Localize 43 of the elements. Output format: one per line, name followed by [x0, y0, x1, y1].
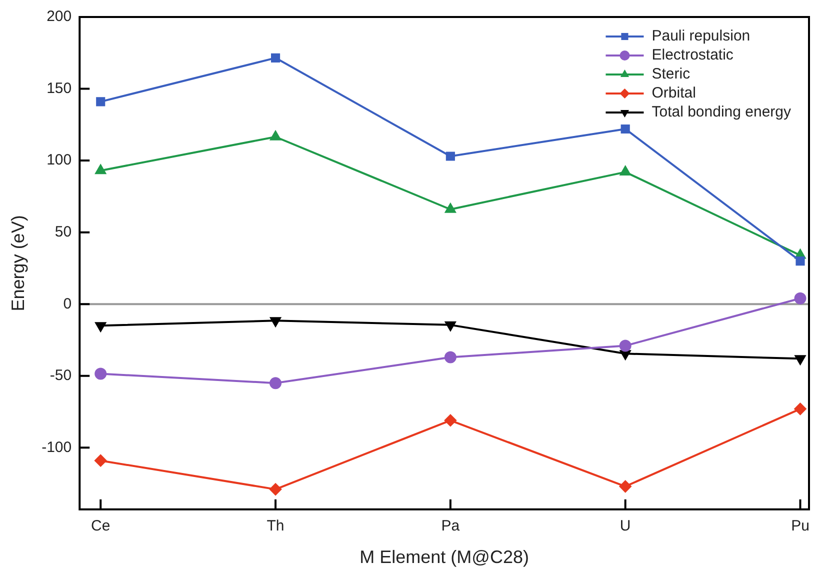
point [95, 322, 106, 332]
point [620, 350, 631, 360]
point [94, 454, 107, 467]
x-tick-label: U [620, 518, 631, 535]
y-tick-label: 200 [46, 8, 72, 26]
legend-label: Electrostatic [652, 46, 734, 64]
legend-label: Steric [652, 66, 691, 83]
y-tick-label: 50 [54, 223, 72, 240]
point [794, 402, 806, 415]
point [620, 124, 630, 134]
point [620, 166, 631, 176]
point [445, 321, 456, 331]
legend-label: Pauli repulsion [652, 28, 750, 45]
point [270, 377, 282, 390]
x-tick-label: Th [266, 518, 284, 535]
y-tick-label: 150 [46, 80, 72, 97]
point [794, 355, 806, 365]
point [619, 340, 632, 352]
point [96, 97, 106, 106]
y-axis-title: Energy (eV) [8, 215, 28, 312]
point [270, 483, 282, 496]
point [95, 164, 106, 174]
x-tick-label: Ce [91, 518, 110, 535]
point [444, 351, 456, 364]
point [796, 256, 805, 266]
x-tick-label: Pu [791, 518, 810, 535]
point [619, 480, 632, 492]
point [94, 368, 107, 380]
y-tick-label: -100 [42, 438, 72, 456]
point [446, 152, 455, 161]
y-tick-label: 0 [63, 295, 72, 312]
legend-label: Orbital [652, 84, 696, 102]
point [270, 53, 280, 62]
point [794, 292, 806, 304]
point [445, 203, 456, 213]
x-tick-label: Pa [441, 518, 460, 535]
legend-label: Total bonding energy [652, 104, 792, 121]
y-tick-label: -50 [50, 367, 72, 384]
y-tick-label: 100 [46, 152, 72, 169]
point [270, 317, 281, 327]
point [444, 414, 456, 426]
point [270, 130, 281, 140]
x-axis-title: M Element (M@C28) [360, 547, 529, 568]
